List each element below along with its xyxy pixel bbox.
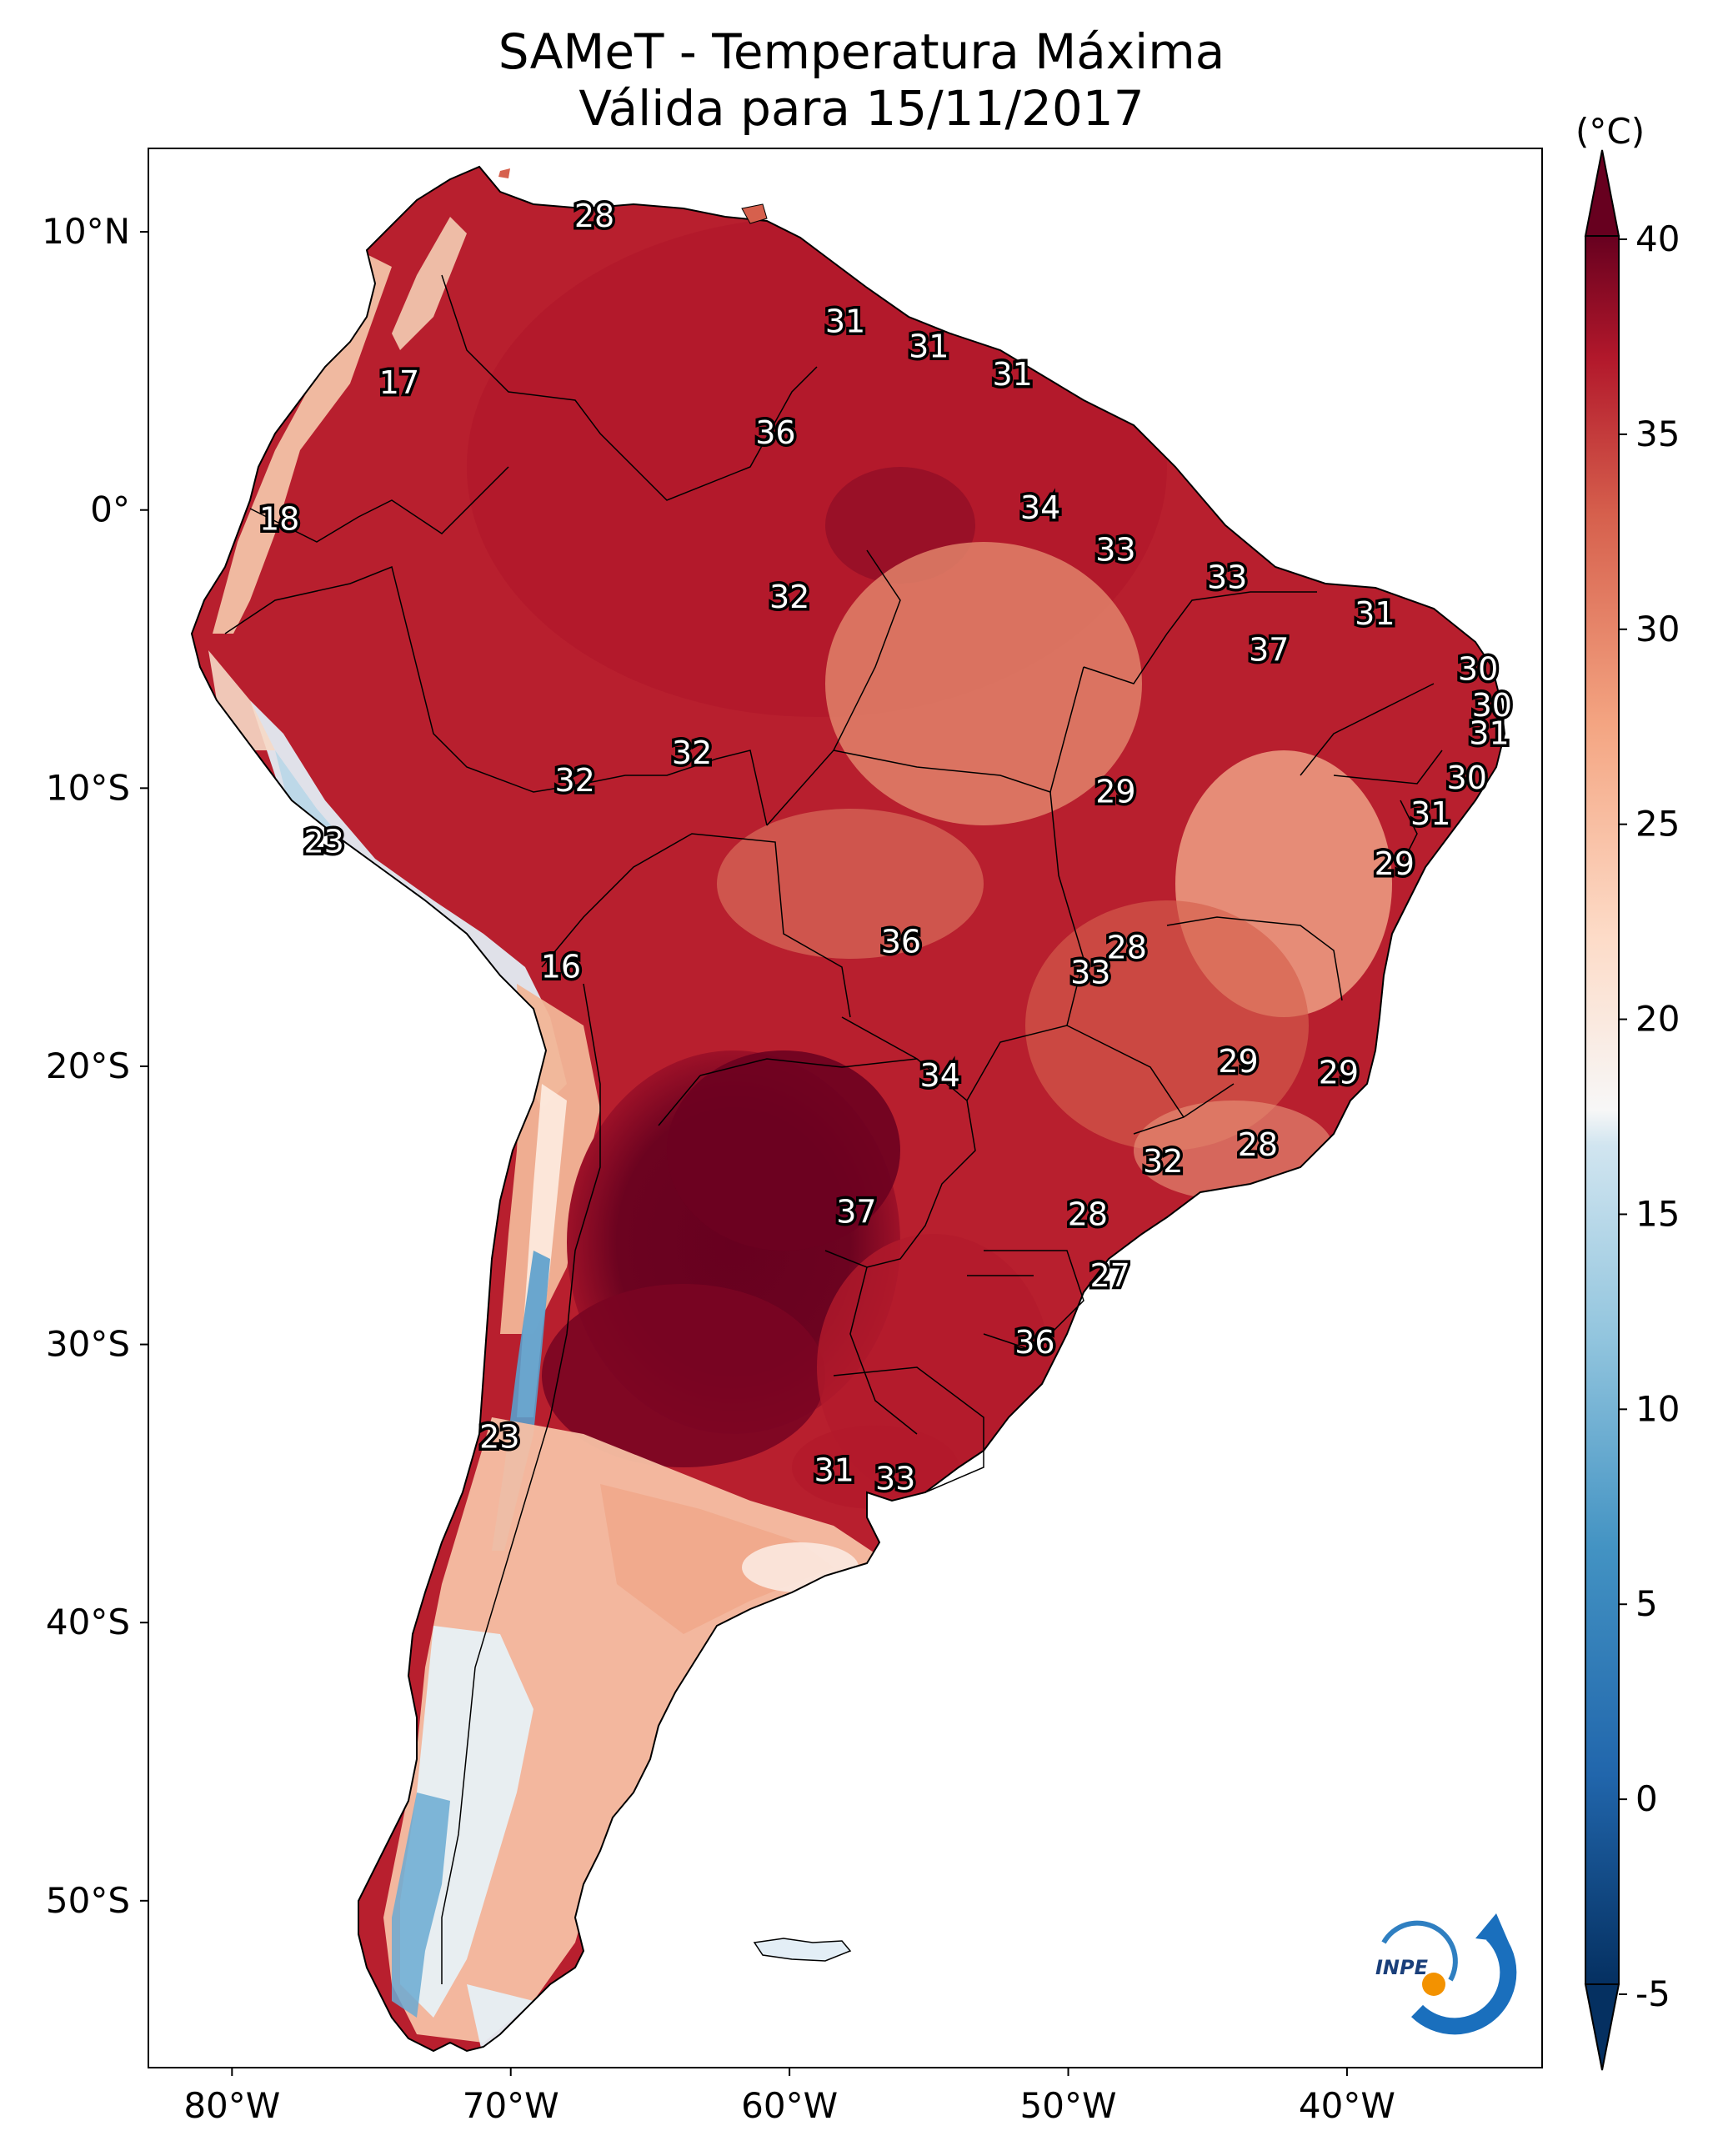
station-label: 29 [1375, 845, 1415, 882]
lon-tick-label: 70°W [463, 2085, 559, 2126]
logo-arrow-icon [1475, 1913, 1509, 1943]
lat-tick-label: 40°S [46, 1602, 130, 1642]
station-label: 32 [769, 579, 809, 615]
colorbar-gradient [1585, 235, 1620, 1985]
lat-tick-label: 0° [90, 489, 130, 530]
lat-tick-label: 50°S [46, 1880, 130, 1921]
title-line-2: Válida para 15/11/2017 [579, 80, 1144, 137]
longitude-axis: 80°W 70°W 60°W 50°W 40°W [183, 2068, 1395, 2126]
colorbar-tick-label: 30 [1635, 609, 1680, 649]
station-label: 29 [1319, 1054, 1359, 1091]
station-label: 29 [1095, 774, 1135, 810]
trinidad-island [741, 203, 768, 224]
lon-tick-label: 60°W [741, 2085, 838, 2126]
logo-dot-icon [1422, 1973, 1445, 1996]
logo-swoosh-icon [1411, 1928, 1517, 2035]
title-line-1: SAMeT - Temperatura Máxima [498, 23, 1225, 80]
colorbar-tick-label: 10 [1635, 1388, 1680, 1429]
lat-tick-label: 10°S [46, 767, 130, 808]
station-label: 30 [1447, 760, 1487, 796]
logo-text: INPE [1375, 1956, 1429, 1979]
colorbar-tick-label: 40 [1635, 218, 1680, 259]
colorbar-max-arrow [1584, 149, 1620, 237]
station-label: 37 [1249, 631, 1289, 668]
station-label: 30 [1472, 687, 1512, 724]
colorbar-tick-label: 20 [1635, 999, 1680, 1040]
station-label: 31 [992, 356, 1032, 393]
colorbar-tick-label: -5 [1635, 1973, 1670, 2014]
lon-tick-label: 40°W [1299, 2085, 1395, 2126]
station-label: 34 [920, 1057, 960, 1094]
station-label: 23 [479, 1419, 519, 1456]
colorbar: (°C) 40 35 30 25 20 15 10 5 0 -5 [1575, 111, 1680, 2071]
station-label: 36 [755, 414, 795, 451]
station-label: 31 [1355, 595, 1395, 632]
station-label: 28 [1238, 1126, 1278, 1163]
caribbean-islet [498, 168, 510, 178]
country-borders [224, 274, 1443, 1984]
station-label: 33 [875, 1461, 915, 1497]
station-label: 31 [825, 303, 865, 340]
station-label: 31 [1469, 714, 1509, 751]
station-label: 30 [1458, 651, 1498, 688]
station-label: 16 [541, 949, 581, 985]
colorbar-ticks: 40 35 30 25 20 15 10 5 0 -5 [1619, 218, 1680, 2014]
station-label: 23 [303, 824, 343, 860]
station-label: 36 [881, 924, 921, 960]
station-label: 28 [574, 198, 614, 234]
station-label: 36 [1014, 1324, 1054, 1361]
station-label: 33 [1070, 954, 1110, 990]
lat-tick-label: 20°S [46, 1045, 130, 1086]
lon-tick-label: 50°W [1020, 2085, 1117, 2126]
colorbar-unit: (°C) [1575, 111, 1645, 152]
station-label: 33 [1095, 531, 1135, 568]
lat-tick-label: 30°S [46, 1324, 130, 1365]
falkland-islands [753, 1938, 852, 1962]
lon-tick-label: 80°W [183, 2085, 280, 2126]
station-label: 31 [1410, 795, 1450, 832]
station-label: 32 [672, 735, 712, 771]
station-label: 27 [1090, 1257, 1130, 1294]
colorbar-min-arrow [1584, 1983, 1620, 2071]
station-label: 31 [814, 1452, 854, 1489]
latitude-axis: 10°N 0° 10°S 20°S 30°S 40°S 50°S [42, 211, 148, 1921]
lat-tick-label: 10°N [42, 211, 130, 252]
station-label: 28 [1068, 1196, 1108, 1233]
colorbar-tick-label: 25 [1635, 804, 1680, 845]
logo-orbit-icon [1381, 1920, 1458, 1982]
colorbar-tick-label: 15 [1635, 1193, 1680, 1234]
station-label: 31 [909, 328, 949, 365]
colorbar-tick-label: 0 [1635, 1778, 1658, 1819]
station-label: 32 [554, 762, 594, 799]
station-label: 17 [379, 364, 419, 401]
station-label: 37 [836, 1193, 876, 1230]
station-label: 34 [1020, 489, 1060, 526]
chart-title: SAMeT - Temperatura Máxima Válida para 1… [0, 23, 1723, 137]
station-label: 18 [259, 501, 299, 538]
station-label: 33 [1207, 559, 1247, 596]
colorbar-tick-label: 35 [1635, 414, 1680, 454]
inpe-logo: INPE [1375, 1913, 1517, 2035]
station-label: 29 [1218, 1043, 1258, 1080]
station-label: 28 [1107, 929, 1147, 965]
colorbar-tick-label: 5 [1635, 1583, 1658, 1624]
station-label: 32 [1143, 1143, 1183, 1180]
